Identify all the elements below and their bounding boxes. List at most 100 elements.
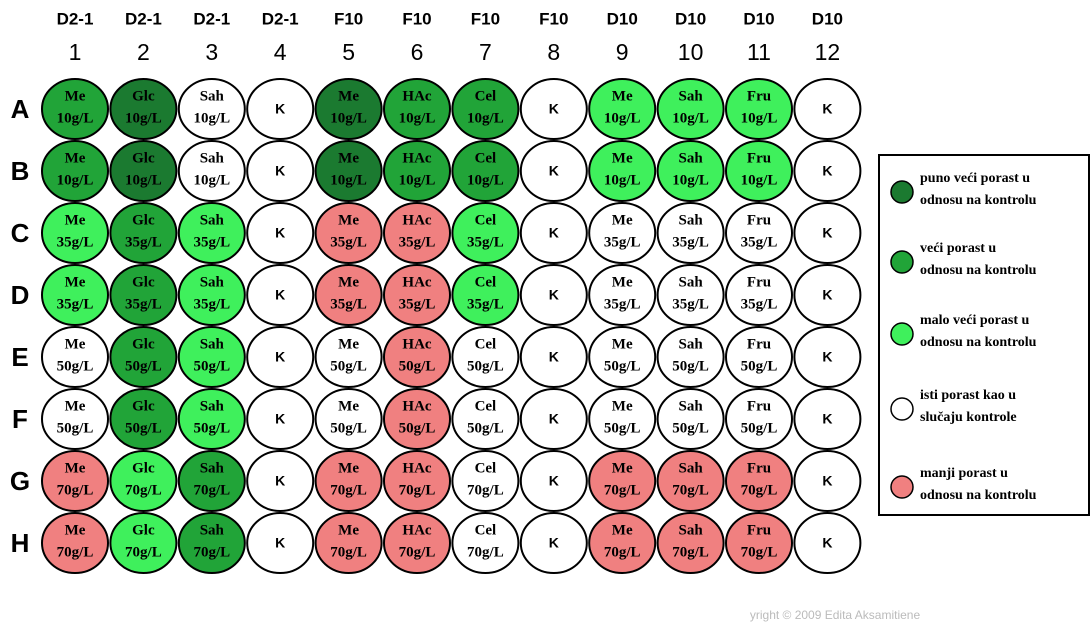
well-concentration: 50g/L xyxy=(604,420,641,436)
well-concentration: 50g/L xyxy=(467,358,504,374)
well-concentration: 70g/L xyxy=(604,544,641,560)
well-label: K xyxy=(822,225,832,241)
well xyxy=(793,140,862,202)
well-substrate: Me xyxy=(338,150,359,166)
row-letter: E xyxy=(11,342,28,372)
well-concentration: 70g/L xyxy=(672,482,709,498)
well-label: K xyxy=(275,163,285,179)
well xyxy=(109,140,178,202)
well-substrate: HAc xyxy=(402,460,432,476)
well xyxy=(793,202,862,264)
well-label: K xyxy=(275,411,285,427)
well-concentration: 35g/L xyxy=(604,234,641,250)
well xyxy=(519,450,588,512)
well xyxy=(314,326,383,388)
well-substrate: Cel xyxy=(475,212,497,228)
well xyxy=(314,264,383,326)
well-substrate: Me xyxy=(65,460,86,476)
column-number: 8 xyxy=(547,39,560,65)
well-concentration: 50g/L xyxy=(57,358,94,374)
well xyxy=(109,326,178,388)
well xyxy=(177,78,246,140)
well-substrate: Me xyxy=(65,274,86,290)
well xyxy=(656,512,725,574)
well-concentration: 10g/L xyxy=(604,172,641,188)
well-concentration: 70g/L xyxy=(741,482,778,498)
well-substrate: Cel xyxy=(475,150,497,166)
well xyxy=(588,450,657,512)
well-substrate: Me xyxy=(65,522,86,538)
well xyxy=(451,388,520,450)
well-substrate: Sah xyxy=(679,522,704,538)
well-concentration: 35g/L xyxy=(193,234,230,250)
well-label: K xyxy=(275,535,285,551)
well xyxy=(725,78,793,140)
well-substrate: Sah xyxy=(679,460,704,476)
well-substrate: HAc xyxy=(402,336,432,352)
well-concentration: 70g/L xyxy=(741,544,778,560)
well-substrate: HAc xyxy=(402,398,432,414)
well xyxy=(246,326,315,388)
legend-text: manji porast u xyxy=(920,466,1008,481)
well xyxy=(177,264,246,326)
well xyxy=(177,140,246,202)
well-concentration: 35g/L xyxy=(57,296,94,312)
well xyxy=(41,264,109,326)
column-strain: D10 xyxy=(743,9,774,28)
well xyxy=(656,202,725,264)
well xyxy=(246,388,315,450)
well-concentration: 10g/L xyxy=(57,172,94,188)
well xyxy=(314,450,383,512)
well-label: K xyxy=(822,287,832,303)
well xyxy=(109,512,178,574)
column-strain: D10 xyxy=(607,9,638,28)
well-label: K xyxy=(549,349,559,365)
well xyxy=(41,326,109,388)
well-label: K xyxy=(275,287,285,303)
well-label: K xyxy=(822,535,832,551)
well-label: K xyxy=(822,473,832,489)
legend-text: puno veći porast u xyxy=(920,171,1030,186)
well-label: K xyxy=(275,349,285,365)
well xyxy=(383,512,451,574)
well-concentration: 35g/L xyxy=(467,234,504,250)
well-substrate: Me xyxy=(65,398,86,414)
well-label: K xyxy=(822,411,832,427)
well xyxy=(41,202,109,264)
well-label: K xyxy=(549,163,559,179)
well xyxy=(383,202,451,264)
well-substrate: Me xyxy=(612,212,633,228)
well xyxy=(725,450,793,512)
column-strain: D2-1 xyxy=(193,9,230,28)
well-concentration: 35g/L xyxy=(193,296,230,312)
legend-text: malo veći porast u xyxy=(920,313,1029,328)
well xyxy=(383,140,451,202)
well-label: K xyxy=(549,101,559,117)
well-concentration: 35g/L xyxy=(604,296,641,312)
well-concentration: 70g/L xyxy=(57,482,94,498)
well-concentration: 10g/L xyxy=(399,172,436,188)
well-substrate: Cel xyxy=(475,336,497,352)
well-substrate: Sah xyxy=(200,522,225,538)
column-number: 5 xyxy=(342,39,355,65)
well-concentration: 10g/L xyxy=(741,110,778,126)
column-strain: D2-1 xyxy=(57,9,94,28)
well xyxy=(177,512,246,574)
well-concentration: 50g/L xyxy=(57,420,94,436)
well xyxy=(519,264,588,326)
row-letter: F xyxy=(12,404,28,434)
well xyxy=(725,388,793,450)
well-substrate: Glc xyxy=(132,460,155,476)
well xyxy=(725,512,793,574)
well xyxy=(793,512,862,574)
legend-box xyxy=(878,154,1090,516)
well-concentration: 70g/L xyxy=(604,482,641,498)
well xyxy=(314,202,383,264)
well xyxy=(588,388,657,450)
well xyxy=(588,202,657,264)
legend-swatch xyxy=(890,322,914,346)
well xyxy=(588,140,657,202)
column-number: 4 xyxy=(274,39,287,65)
well-substrate: Me xyxy=(338,274,359,290)
